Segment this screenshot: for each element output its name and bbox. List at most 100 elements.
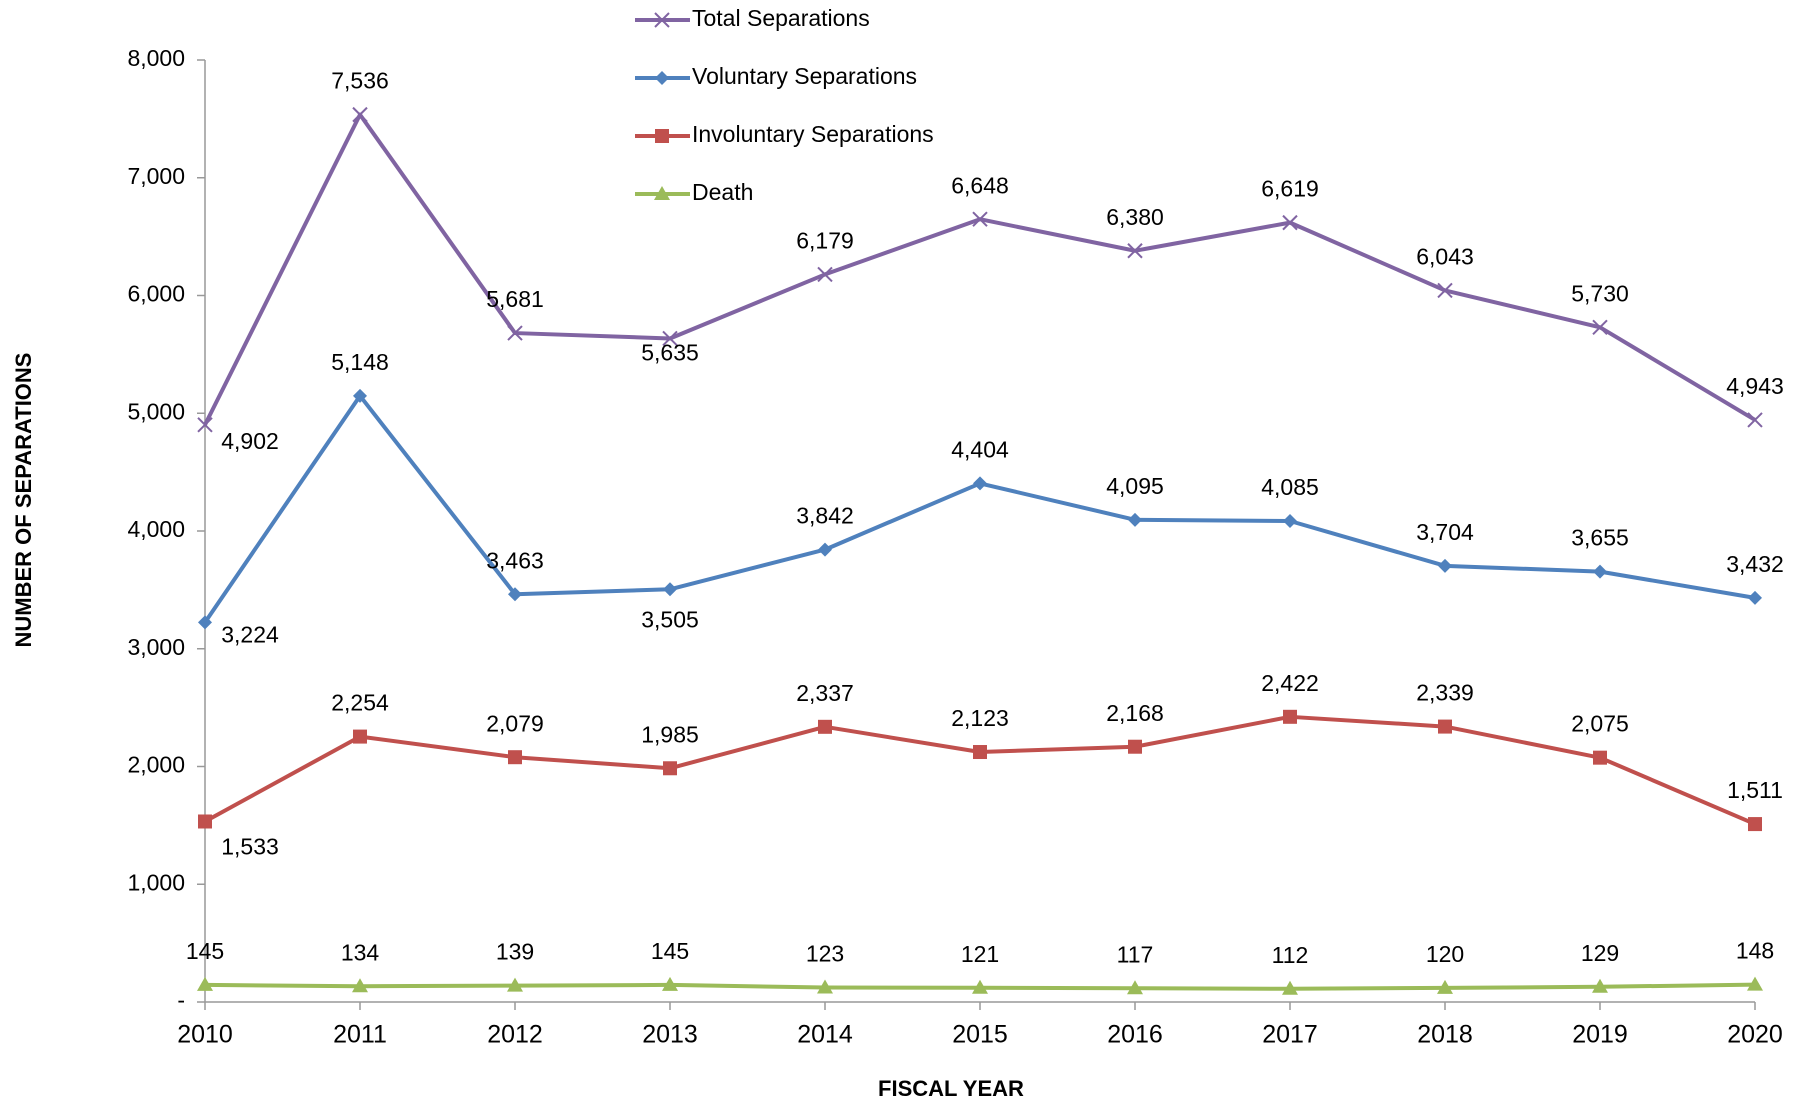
series-line (203, 393, 1756, 624)
y-tick-label: 3,000 (127, 634, 185, 660)
legend-label: Involuntary Separations (692, 121, 934, 147)
y-axis-title: NUMBER OF SEPARATIONS (11, 353, 36, 648)
marker (1748, 817, 1762, 832)
data-label: 1,533 (221, 834, 279, 860)
x-tick-label: 2020 (1727, 1021, 1783, 1049)
data-label: 2,254 (331, 690, 389, 716)
marker (197, 976, 213, 991)
data-label: 2,079 (486, 710, 544, 736)
marker (655, 71, 669, 85)
marker (655, 129, 669, 143)
legend-label: Death (692, 179, 753, 205)
data-label: 7,536 (331, 68, 389, 94)
data-label: 120 (1426, 941, 1464, 967)
marker (1437, 979, 1453, 994)
marker (817, 979, 833, 994)
data-label: 2,339 (1416, 680, 1474, 706)
marker (973, 476, 987, 491)
y-tick-label: 8,000 (127, 45, 185, 71)
marker (972, 211, 988, 227)
x-tick-label: 2011 (333, 1021, 387, 1049)
data-label: 112 (1272, 942, 1309, 968)
marker (507, 325, 523, 341)
marker (663, 761, 677, 776)
data-label: 134 (341, 939, 380, 965)
marker (973, 745, 987, 760)
data-label: 6,648 (951, 172, 1009, 198)
marker (972, 979, 988, 994)
data-label: 117 (1117, 941, 1154, 967)
data-label: 2,168 (1106, 700, 1164, 726)
marker (197, 417, 213, 433)
data-label: 3,842 (796, 503, 854, 529)
data-label: 5,681 (486, 286, 544, 312)
data-label: 5,148 (331, 349, 389, 375)
y-tick-label: 1,000 (127, 869, 185, 895)
marker (1438, 719, 1452, 734)
data-label: 6,619 (1261, 176, 1319, 202)
data-label: 4,085 (1261, 474, 1319, 500)
marker (508, 587, 522, 602)
marker (1128, 739, 1142, 754)
data-label: 123 (806, 941, 844, 967)
marker (353, 729, 367, 744)
marker (1748, 590, 1762, 605)
y-tick-label: 6,000 (127, 281, 185, 307)
series-line (203, 112, 1757, 426)
marker (1747, 976, 1763, 991)
data-label: 5,730 (1571, 280, 1629, 306)
data-label: 3,655 (1571, 525, 1629, 551)
marker (1282, 980, 1298, 995)
marker (508, 750, 522, 765)
marker (818, 719, 832, 734)
x-tick-label: 2018 (1417, 1021, 1473, 1049)
x-tick-label: 2012 (487, 1021, 543, 1049)
y-tick-label: 5,000 (127, 398, 185, 424)
series-line (204, 714, 1756, 826)
marker (352, 106, 368, 123)
marker (1127, 980, 1143, 995)
data-label: 1,511 (1727, 777, 1783, 803)
marker (1128, 512, 1142, 527)
marker (507, 977, 523, 992)
x-tick-label: 2013 (642, 1021, 698, 1049)
marker (1747, 412, 1763, 428)
marker (817, 266, 833, 283)
data-label: 4,404 (951, 437, 1009, 463)
y-tick-label: - (177, 987, 185, 1013)
y-tick-label: 2,000 (127, 752, 185, 778)
marker (1592, 319, 1608, 336)
data-label: 148 (1736, 938, 1774, 964)
data-label: 3,463 (486, 547, 544, 573)
legend-label: Total Separations (692, 5, 870, 31)
marker (1282, 214, 1298, 231)
marker (662, 976, 678, 991)
data-label: 2,123 (951, 705, 1009, 731)
y-tick-label: 7,000 (127, 163, 185, 189)
data-label: 129 (1581, 940, 1619, 966)
marker (1283, 513, 1297, 528)
marker (1127, 243, 1143, 259)
data-label: 6,380 (1106, 204, 1164, 230)
marker (1283, 709, 1297, 724)
marker (662, 330, 678, 347)
data-label: 3,505 (641, 606, 699, 632)
data-label: 121 (961, 941, 999, 967)
marker (352, 978, 368, 993)
data-label: 139 (496, 939, 534, 965)
data-label: 145 (186, 938, 224, 964)
data-label: 145 (651, 938, 689, 964)
marker (663, 582, 677, 597)
data-label: 2,422 (1261, 670, 1319, 696)
data-label: 2,337 (796, 680, 854, 706)
x-tick-label: 2010 (177, 1021, 233, 1049)
data-label: 6,179 (796, 228, 854, 254)
y-tick-label: 4,000 (127, 516, 185, 542)
marker (654, 186, 670, 200)
x-tick-label: 2015 (952, 1021, 1008, 1049)
marker (818, 542, 832, 557)
x-tick-label: 2016 (1107, 1021, 1163, 1049)
marker (654, 12, 670, 28)
